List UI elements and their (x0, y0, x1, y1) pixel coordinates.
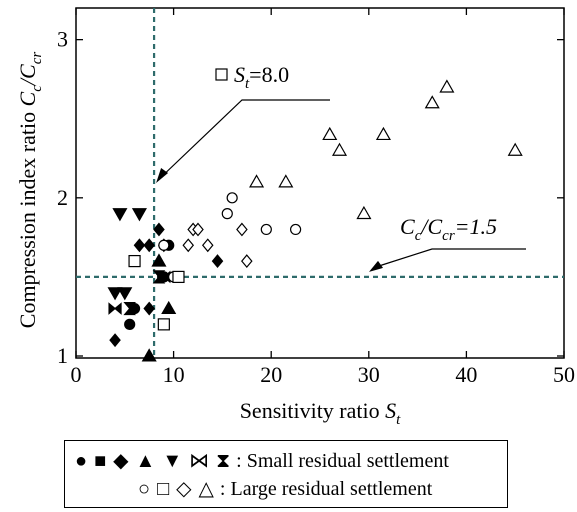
cc-arrowhead (369, 260, 383, 272)
x-tick-label: 20 (260, 362, 282, 387)
axis-ticks: 0 10 20 30 40 50 1 2 3 (57, 8, 575, 387)
plot-frame (75, 7, 565, 359)
x-axis-subscript: t (396, 412, 401, 428)
cc-line-label: Cc/Ccr=1.5 (400, 214, 497, 244)
y-axis-symbol-den: C (15, 64, 40, 79)
diamond-open-marker (182, 238, 195, 253)
y-axis-sub-den: cr (29, 52, 45, 65)
cc-slash: / (419, 214, 429, 239)
x-axis-label: Sensitivity ratio St (240, 398, 401, 428)
legend-large-symbols: ○ □ ◇ △ (138, 478, 215, 500)
circle-open-marker (226, 192, 238, 204)
x-tick-label: 40 (455, 362, 477, 387)
square-open-marker (157, 318, 170, 331)
triangle-up-open-marker (322, 126, 338, 141)
triangle-down-filled-marker (112, 208, 128, 222)
axis-labels: Sensitivity ratio St Compression index ra… (15, 52, 401, 428)
cc-subscript-den: cr (442, 228, 455, 244)
y-axis-slash: / (15, 77, 40, 87)
hourglass-filled-marker (123, 301, 136, 316)
st-value: =8.0 (249, 62, 289, 87)
square-open-marker (172, 270, 185, 284)
circle-open-marker (290, 223, 302, 236)
triangle-up-open-marker (356, 205, 372, 220)
legend-row-large: ○ □ ◇ △ : Large residual settlement (138, 478, 432, 500)
st-line-label: St=8.0 (234, 62, 289, 92)
x-tick-label: 0 (71, 362, 82, 387)
x-tick-label: 50 (553, 362, 575, 387)
diamond-open-marker (241, 254, 253, 269)
st-symbol: S (234, 62, 245, 87)
cc-subscript: c (415, 228, 422, 244)
triangle-up-open-marker (249, 174, 265, 188)
diamond-filled-marker (153, 222, 165, 237)
y-axis-label-text: Compression index ratio (15, 106, 40, 328)
circle-open-marker (221, 208, 233, 220)
data-points (107, 79, 523, 362)
y-tick-label: 1 (57, 343, 68, 368)
legend-row-small: ● ■ ◆ ▲ ▼ ⋈ ⧗ : Small residual settlemen… (75, 450, 449, 472)
diamond-open-marker (236, 222, 248, 237)
legend-small-label: : Small residual settlement (236, 450, 449, 472)
x-axis-symbol: S (385, 398, 396, 423)
diamond-filled-marker (211, 254, 224, 269)
legend-small-symbols: ● ■ ◆ ▲ ▼ ⋈ ⧗ (75, 450, 232, 472)
x-axis-label-text: Sensitivity ratio (240, 398, 385, 423)
diamond-open-marker (201, 238, 214, 253)
diamond-filled-marker (143, 238, 155, 253)
triangle-down-filled-marker (117, 287, 133, 301)
diamond-filled-marker (133, 238, 146, 253)
y-tick-label: 2 (57, 185, 68, 210)
triangle-down-filled-marker (107, 287, 123, 301)
cc-symbol: C (400, 214, 415, 239)
cc-value: =1.5 (455, 214, 497, 239)
legend: ● ■ ◆ ▲ ▼ ⋈ ⧗ : Small residual settlemen… (64, 440, 508, 508)
legend-large-label: : Large residual settlement (219, 478, 433, 500)
circle-open-marker (260, 223, 272, 236)
st-leader-line (157, 99, 330, 181)
triangle-up-filled-marker (141, 348, 157, 362)
cc-leader-line (375, 248, 526, 268)
triangle-up-open-marker (507, 142, 523, 156)
label-square-icon (215, 68, 228, 81)
circle-open-marker (158, 239, 170, 251)
triangle-up-filled-marker (151, 253, 167, 267)
triangle-up-open-marker (424, 95, 440, 109)
st-arrowhead (156, 168, 169, 183)
x-tick-label: 10 (163, 362, 185, 387)
circle-filled-marker (124, 318, 136, 330)
bowtie-filled-marker (108, 302, 122, 315)
triangle-up-open-marker (331, 142, 348, 156)
triangle-up-open-marker (439, 79, 455, 93)
triangle-up-filled-marker (161, 300, 177, 315)
hourglass-filled-marker (152, 270, 166, 284)
annotations: St=8.0 Cc/Ccr=1.5 (156, 62, 526, 272)
st-subscript: t (245, 76, 250, 92)
square-open-marker (128, 254, 141, 268)
diamond-open-marker (192, 222, 204, 237)
y-tick-label: 3 (57, 27, 68, 52)
triangle-up-open-marker (375, 126, 391, 141)
y-axis-sub-num: c (29, 85, 45, 92)
y-axis-symbol-num: C (15, 91, 40, 106)
diamond-filled-marker (109, 333, 121, 348)
triangle-down-filled-marker (131, 208, 147, 222)
x-tick-label: 30 (358, 362, 380, 387)
y-axis-label: Compression index ratio Cc/Ccr (15, 52, 45, 329)
diamond-filled-marker (143, 301, 155, 316)
cc-symbol-den: C (427, 214, 442, 239)
triangle-up-open-marker (278, 174, 294, 188)
